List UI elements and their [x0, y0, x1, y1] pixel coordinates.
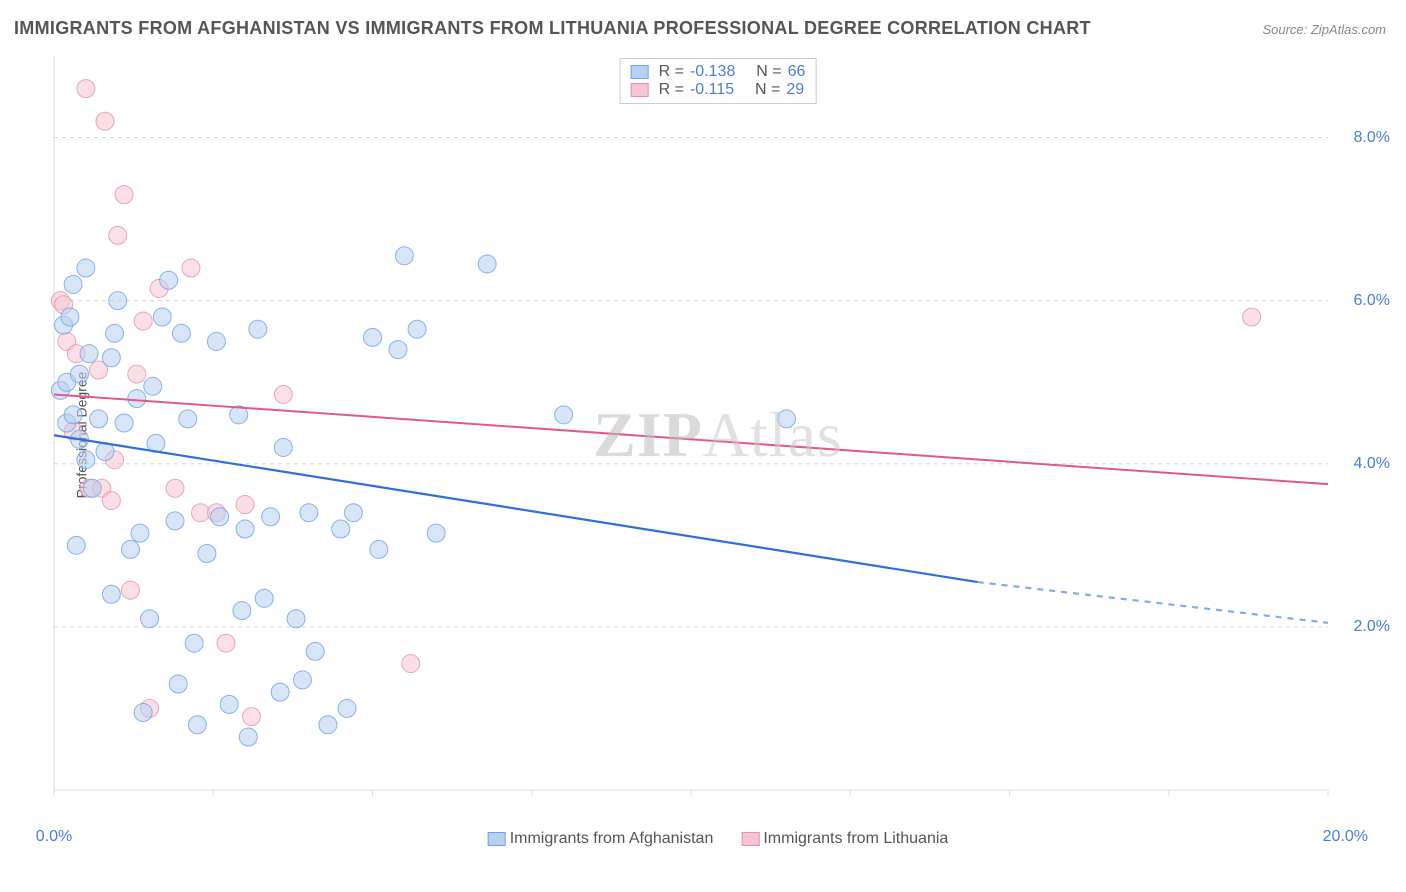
swatch-afghanistan-icon	[488, 832, 506, 846]
x-tick-left: 0.0%	[36, 828, 72, 846]
legend-item-lithuania: Immigrants from Lithuania	[741, 830, 948, 848]
correlation-legend: R = -0.138 N = 66 R = -0.115 N = 29	[620, 58, 817, 104]
y-tick-label: 6.0%	[1354, 292, 1390, 310]
swatch-lithuania	[631, 83, 649, 97]
x-tick-right: 20.0%	[1323, 828, 1368, 846]
y-tick-label: 4.0%	[1354, 455, 1390, 473]
chart-title: IMMIGRANTS FROM AFGHANISTAN VS IMMIGRANT…	[14, 18, 1091, 39]
source-label: Source: ZipAtlas.com	[1262, 22, 1386, 37]
swatch-afghanistan	[631, 65, 649, 79]
chart-canvas	[48, 50, 1388, 820]
y-tick-label: 8.0%	[1354, 129, 1390, 147]
swatch-lithuania-icon	[741, 832, 759, 846]
series-legend: Immigrants from Afghanistan Immigrants f…	[488, 830, 949, 848]
y-tick-label: 2.0%	[1354, 618, 1390, 636]
legend-item-afghanistan: Immigrants from Afghanistan	[488, 830, 714, 848]
legend-row-afghanistan: R = -0.138 N = 66	[631, 63, 806, 81]
scatter-plot: Professional Degree ZIPAtlas R = -0.138 …	[48, 50, 1388, 820]
legend-row-lithuania: R = -0.115 N = 29	[631, 81, 806, 99]
